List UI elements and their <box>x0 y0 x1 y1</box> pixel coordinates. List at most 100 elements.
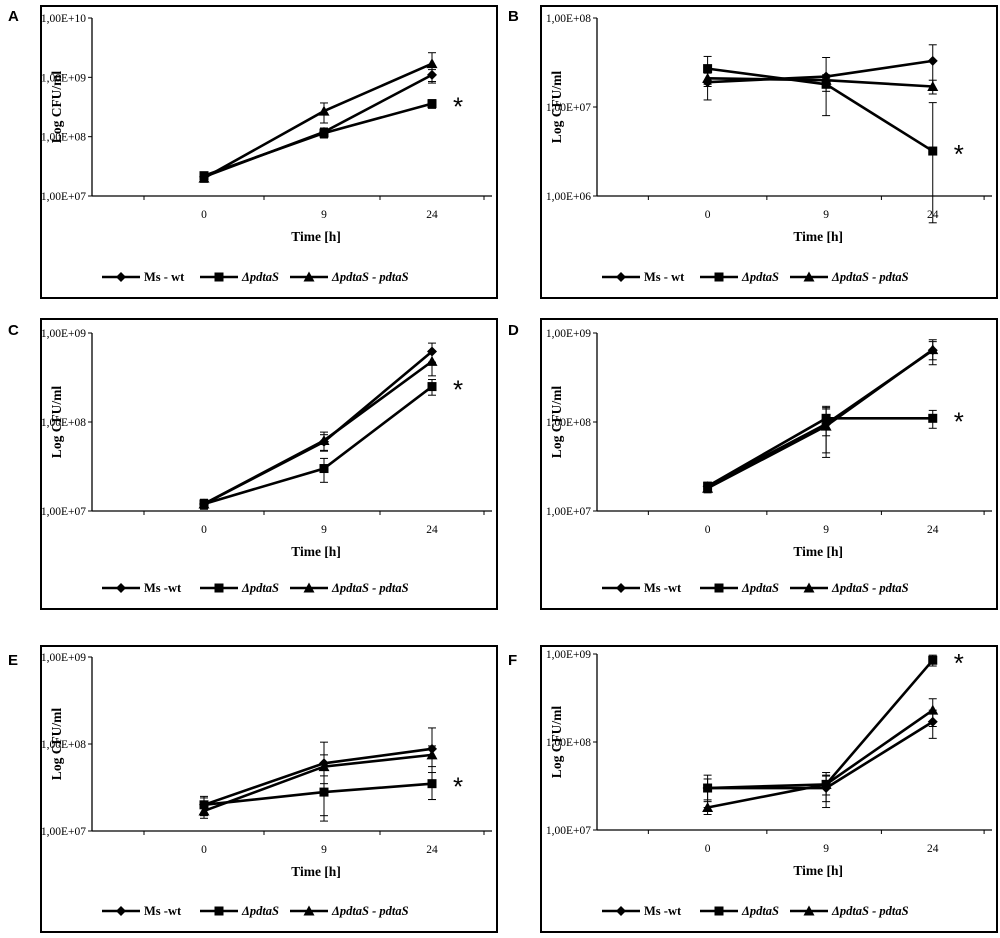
chart-panel-e <box>40 645 498 933</box>
data-point-triangle <box>702 72 714 83</box>
legend-item: ΔpdtaS - pdtaS <box>790 904 909 918</box>
y-tick-label: 1,00E+07 <box>41 191 86 203</box>
data-point-square <box>319 787 329 797</box>
x-axis-title: Time [h] <box>793 544 843 559</box>
data-point-square <box>703 64 713 74</box>
y-tick-label: 1,00E+07 <box>41 826 86 838</box>
data-point-triangle <box>702 482 714 493</box>
legend-item: ΔpdtaS <box>700 581 779 595</box>
x-tick-label: 9 <box>321 524 327 536</box>
legend-label: ΔpdtaS - pdtaS <box>831 270 909 284</box>
legend-label: ΔpdtaS - pdtaS <box>331 904 409 918</box>
data-point-square <box>319 464 329 474</box>
legend-label: ΔpdtaS <box>241 581 279 595</box>
x-tick-label: 0 <box>201 524 207 536</box>
legend-label: ΔpdtaS - pdtaS <box>831 904 909 918</box>
y-axis-title: Log CFU/ml <box>49 71 64 144</box>
data-point-square <box>319 128 329 138</box>
y-tick-label: 1,00E+08 <box>41 132 86 144</box>
x-axis-title: Time [h] <box>291 229 341 244</box>
significance-star: * <box>954 139 964 169</box>
y-tick-label: 1,00E+07 <box>546 102 591 114</box>
data-point-square <box>928 413 938 423</box>
legend-marker-square <box>214 906 224 916</box>
legend-marker-diamond <box>116 583 126 593</box>
legend-label: Ms -wt <box>144 904 182 918</box>
x-tick-label: 0 <box>705 524 711 536</box>
x-tick-label: 24 <box>927 843 939 855</box>
y-axis-title: Log CFU/ml <box>549 386 564 459</box>
legend-label: ΔpdtaS <box>241 904 279 918</box>
y-tick-label: 1,00E+08 <box>546 737 591 749</box>
series-triangle <box>702 341 939 494</box>
x-tick-label: 0 <box>705 209 711 221</box>
panel-letter: C <box>8 322 19 339</box>
y-tick-label: 1,00E+09 <box>41 72 86 84</box>
legend-label: ΔpdtaS <box>741 581 779 595</box>
legend-item: Ms -wt <box>102 904 182 918</box>
significance-star: * <box>453 375 463 405</box>
panel-letter: F <box>508 652 518 669</box>
legend-label: ΔpdtaS - pdtaS <box>831 581 909 595</box>
legend-marker-triangle <box>803 582 815 593</box>
y-tick-label: 1,00E+10 <box>41 13 86 25</box>
y-tick-label: 1,00E+09 <box>41 652 86 664</box>
significance-star: * <box>453 92 463 122</box>
x-tick-label: 9 <box>823 209 829 221</box>
data-point-triangle <box>927 344 939 355</box>
x-axis-title: Time [h] <box>291 864 341 879</box>
series-diamond <box>702 709 938 809</box>
y-tick-label: 1,00E+08 <box>41 417 86 429</box>
legend-label: ΔpdtaS - pdtaS <box>331 581 409 595</box>
chart-panel-b <box>540 5 998 299</box>
x-tick-label: 24 <box>426 524 438 536</box>
y-axis-title: Log CFU/ml <box>49 386 64 459</box>
legend-item: Ms - wt <box>602 270 685 284</box>
legend-item: Ms - wt <box>102 270 185 284</box>
data-point-triangle <box>426 749 438 760</box>
y-tick-label: 1,00E+09 <box>546 649 591 661</box>
legend-label: Ms -wt <box>644 904 682 918</box>
y-axis-title: Log CFU/ml <box>49 708 64 781</box>
x-axis-title: Time [h] <box>793 229 843 244</box>
legend-item: ΔpdtaS <box>200 904 279 918</box>
data-point-triangle <box>820 420 832 431</box>
x-axis-title: Time [h] <box>793 863 843 878</box>
series-triangle <box>198 745 438 819</box>
legend-label: ΔpdtaS <box>741 270 779 284</box>
legend-item: ΔpdtaS - pdtaS <box>290 581 409 595</box>
series-line <box>707 709 934 809</box>
legend-item: ΔpdtaS - pdtaS <box>290 904 409 918</box>
data-point-triangle <box>927 704 939 715</box>
data-point-triangle <box>198 172 210 183</box>
series-line <box>707 720 934 790</box>
series-triangle <box>198 350 438 510</box>
series-square <box>703 654 938 803</box>
x-tick-label: 24 <box>426 844 438 856</box>
data-point-triangle <box>198 498 210 509</box>
panel-letter: B <box>508 8 519 25</box>
chart-panel-c <box>40 318 498 610</box>
y-tick-label: 1,00E+06 <box>546 191 591 203</box>
legend-label: Ms - wt <box>644 270 685 284</box>
legend-item: ΔpdtaS <box>200 581 279 595</box>
legend-marker-square <box>214 583 224 593</box>
legend-marker-diamond <box>616 583 626 593</box>
y-tick-label: 1,00E+09 <box>546 328 591 340</box>
legend-item: ΔpdtaS - pdtaS <box>790 270 909 284</box>
data-point-triangle <box>426 355 438 366</box>
legend-item: Ms -wt <box>602 904 682 918</box>
legend-marker-square <box>214 272 224 282</box>
x-tick-label: 0 <box>201 209 207 221</box>
legend-label: Ms -wt <box>644 581 682 595</box>
series-triangle <box>702 72 939 95</box>
x-tick-label: 9 <box>823 524 829 536</box>
data-point-triangle <box>318 434 330 445</box>
legend-label: Ms - wt <box>144 270 185 284</box>
legend-item: Ms -wt <box>102 581 182 595</box>
legend-marker-triangle <box>303 905 315 916</box>
series-triangle <box>198 52 438 183</box>
